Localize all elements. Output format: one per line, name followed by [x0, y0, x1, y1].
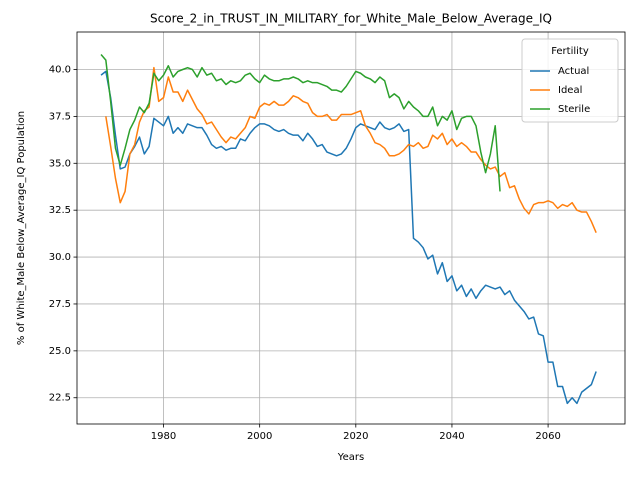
legend-title: Fertility	[551, 46, 589, 57]
x-tick-label: 2000	[247, 431, 272, 442]
grid	[77, 32, 625, 424]
legend-label: Ideal	[558, 85, 582, 96]
y-tick-label: 32.5	[49, 205, 71, 216]
plot-frame	[76, 31, 626, 425]
x-tick-label: 2040	[439, 431, 464, 442]
lines	[100, 54, 597, 405]
y-tick-label: 22.5	[49, 393, 71, 404]
y-tick-label: 30.0	[49, 252, 71, 263]
x-axis-label: Years	[337, 452, 364, 463]
x-tick-label: 2020	[343, 431, 368, 442]
y-tick-label: 40.0	[49, 65, 71, 76]
series-line	[100, 70, 597, 405]
series-line	[100, 54, 501, 192]
legend-label: Sterile	[558, 104, 590, 115]
y-tick-label: 25.0	[49, 346, 71, 357]
ticks: 1980 2000 2020 2040 2060 22.5 25.0 27.5 30.0 32.5…	[49, 65, 561, 442]
y-tick-label: 35.0	[49, 158, 71, 169]
legend-box	[521, 38, 619, 123]
legend: Fertility Actual Ideal Sterile	[521, 38, 619, 123]
x-tick-label: 1980	[151, 431, 176, 442]
x-tick-label: 2060	[535, 431, 560, 442]
legend-label: Actual	[558, 66, 589, 77]
chart-title: Score_2_in_TRUST_IN_MILITARY_for_White_M…	[150, 12, 552, 26]
series-line	[105, 66, 597, 233]
y-axis-label: % of White_Male Below_Average_IQ Populat…	[16, 111, 27, 345]
y-tick-label: 37.5	[49, 111, 71, 122]
y-tick-label: 27.5	[49, 299, 71, 310]
